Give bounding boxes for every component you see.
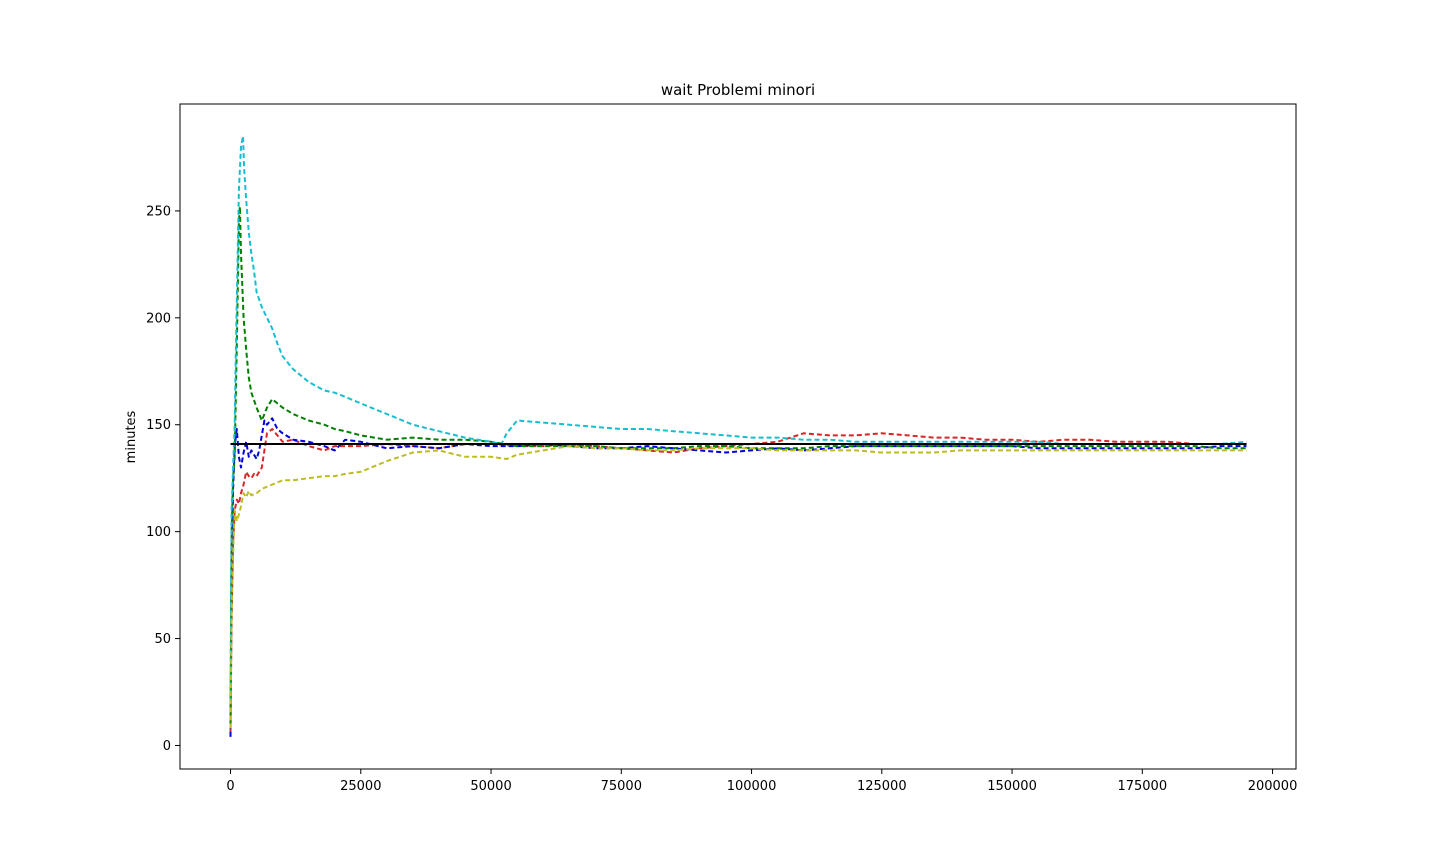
y-axis-label: minutes: [124, 410, 139, 463]
x-tick-label: 50000: [470, 779, 511, 794]
y-axis: 0 50 100 150 200 250: [146, 204, 180, 754]
y-tick-label: 100: [146, 525, 171, 540]
chart-title: wait Problemi minori: [661, 81, 815, 99]
x-tick-label: 0: [226, 779, 234, 794]
y-tick-label: 250: [146, 204, 171, 219]
y-tick-label: 50: [154, 632, 171, 647]
x-tick-label: 25000: [340, 779, 381, 794]
x-tick-label: 175000: [1117, 779, 1167, 794]
y-tick-label: 0: [163, 739, 171, 754]
axes-frame: [179, 103, 1297, 770]
x-tick-label: 100000: [727, 779, 777, 794]
y-tick-label: 150: [146, 418, 171, 433]
x-tick-label: 150000: [987, 779, 1037, 794]
series-layer: [229, 135, 1247, 737]
x-tick-label: 75000: [601, 779, 642, 794]
series-line-2: [229, 417, 1247, 737]
plot-area: [179, 103, 1297, 770]
x-axis: 0 25000 50000 75000 100000 125000 150000 175000…: [226, 769, 1297, 794]
x-tick-label: 125000: [857, 779, 907, 794]
series-line-3: [229, 205, 1247, 725]
y-tick-label: 200: [146, 311, 171, 326]
series-line-4: [229, 135, 1247, 703]
x-tick-label: 200000: [1248, 779, 1298, 794]
